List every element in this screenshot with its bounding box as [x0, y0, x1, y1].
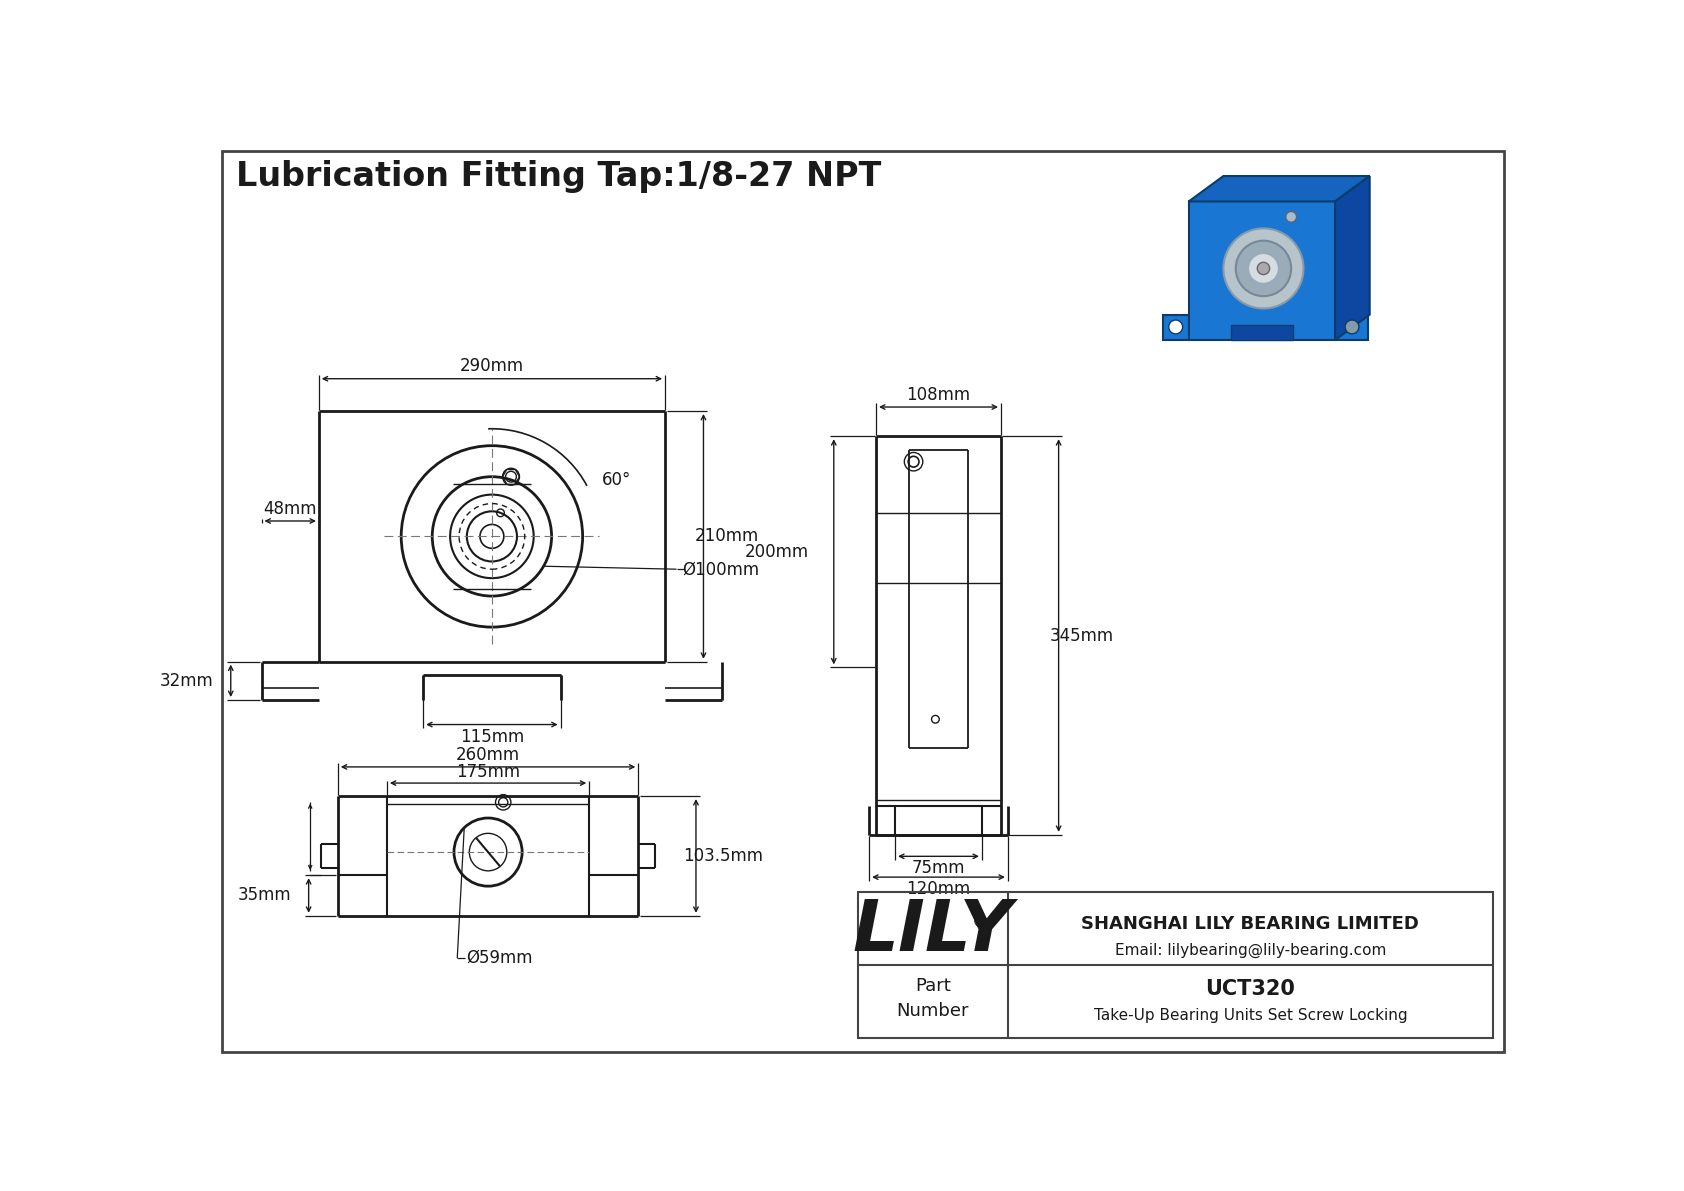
Text: SHANGHAI LILY BEARING LIMITED: SHANGHAI LILY BEARING LIMITED	[1081, 916, 1420, 934]
Text: LILY: LILY	[852, 897, 1012, 966]
Text: 32mm: 32mm	[160, 672, 214, 690]
Polygon shape	[1164, 314, 1189, 341]
Text: 210mm: 210mm	[694, 528, 759, 545]
Polygon shape	[1231, 325, 1293, 341]
Polygon shape	[1189, 201, 1335, 341]
Circle shape	[1169, 320, 1182, 333]
Circle shape	[1248, 252, 1278, 283]
Circle shape	[1223, 229, 1303, 308]
Text: 175mm: 175mm	[456, 763, 520, 781]
Text: 35mm: 35mm	[237, 886, 291, 904]
Text: 290mm: 290mm	[460, 357, 524, 375]
Circle shape	[1258, 262, 1270, 275]
Circle shape	[1236, 241, 1292, 297]
Text: 120mm: 120mm	[906, 880, 970, 898]
Text: UCT320: UCT320	[1206, 979, 1295, 999]
Text: 200mm: 200mm	[744, 543, 808, 561]
Text: Take-Up Bearing Units Set Screw Locking: Take-Up Bearing Units Set Screw Locking	[1093, 1008, 1408, 1023]
Text: ®: ®	[972, 912, 989, 930]
Text: 103.5mm: 103.5mm	[684, 847, 763, 865]
Text: 48mm: 48mm	[263, 500, 317, 518]
Text: 60°: 60°	[601, 470, 632, 488]
Circle shape	[1287, 212, 1297, 223]
Text: Ø59mm: Ø59mm	[466, 949, 532, 967]
Text: Ø100mm: Ø100mm	[682, 560, 759, 578]
Text: 115mm: 115mm	[460, 728, 524, 746]
Polygon shape	[1335, 176, 1369, 341]
Bar	[857, 892, 1494, 1039]
Text: 75mm: 75mm	[911, 859, 965, 877]
Polygon shape	[1335, 314, 1367, 341]
Text: Part
Number: Part Number	[896, 978, 968, 1021]
Circle shape	[1346, 320, 1359, 333]
Text: Email: lilybearing@lily-bearing.com: Email: lilybearing@lily-bearing.com	[1115, 943, 1386, 959]
Text: 345mm: 345mm	[1049, 626, 1113, 644]
Text: 108mm: 108mm	[906, 386, 970, 404]
Polygon shape	[1189, 176, 1369, 201]
Text: 260mm: 260mm	[456, 747, 520, 765]
Text: Lubrication Fitting Tap:1/8-27 NPT: Lubrication Fitting Tap:1/8-27 NPT	[236, 160, 881, 193]
